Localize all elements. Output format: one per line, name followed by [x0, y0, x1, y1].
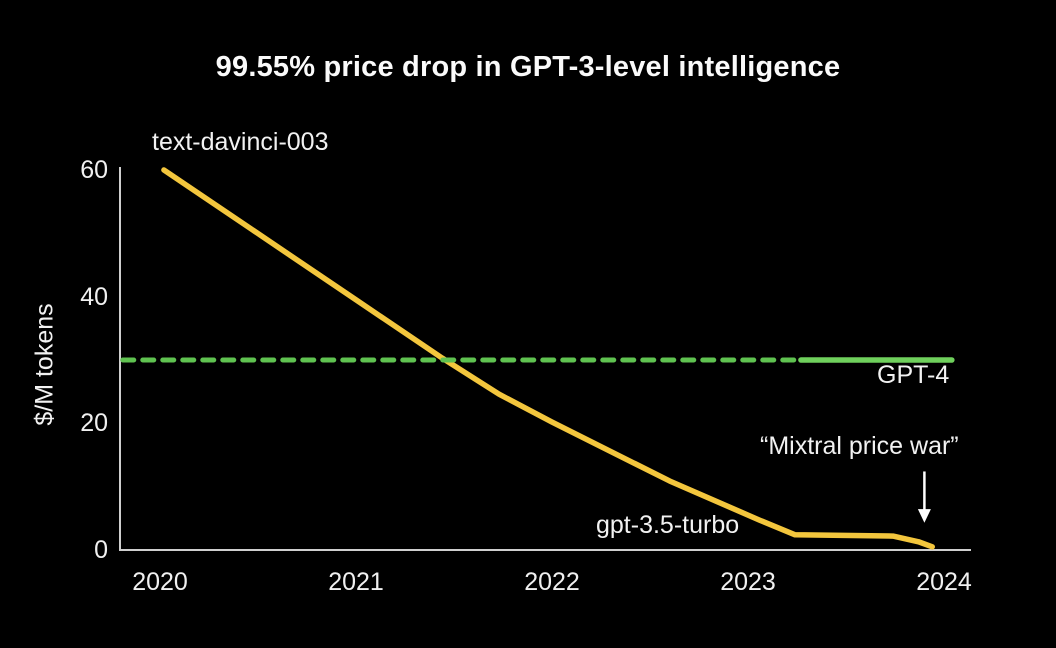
- mixtral-arrow-head: [917, 509, 931, 523]
- series-label-gpt-3-5-turbo: gpt-3.5-turbo: [596, 511, 740, 539]
- series-label-text-davinci-003: text-davinci-003: [152, 128, 329, 156]
- x-tick-label-2024: 2024: [916, 568, 972, 596]
- x-tick-label-2020: 2020: [132, 568, 188, 596]
- y-tick-label-60: 60: [80, 156, 108, 184]
- series-label-gpt-4: GPT-4: [877, 361, 950, 389]
- y-tick-label-40: 40: [80, 282, 108, 311]
- x-tick-label-2023: 2023: [720, 568, 776, 596]
- x-tick-label-2021: 2021: [328, 568, 384, 596]
- annotation-mixtral-price-war: “Mixtral price war”: [760, 432, 959, 460]
- series-line-0: [161, 167, 935, 550]
- y-tick-label-20: 20: [80, 409, 108, 438]
- chart-title: 99.55% price drop in GPT-3-level intelli…: [215, 51, 841, 83]
- y-tick-label-0: 0: [94, 536, 108, 564]
- axes: [119, 167, 971, 551]
- x-tick-label-2022: 2022: [524, 568, 580, 596]
